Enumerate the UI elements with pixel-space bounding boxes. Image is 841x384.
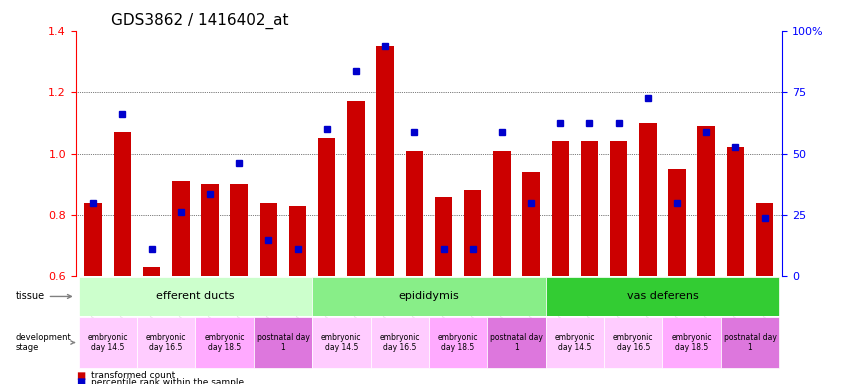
Bar <box>435 197 452 276</box>
Text: efferent ducts: efferent ducts <box>156 291 235 301</box>
Bar <box>464 190 481 276</box>
Bar <box>756 203 774 276</box>
Bar <box>487 318 546 367</box>
Bar <box>114 132 131 276</box>
Text: GDS3862 / 1416402_at: GDS3862 / 1416402_at <box>111 13 288 29</box>
Text: embryonic
day 14.5: embryonic day 14.5 <box>554 333 595 352</box>
Bar <box>230 184 248 276</box>
Text: vas deferens: vas deferens <box>627 291 698 301</box>
Text: epididymis: epididymis <box>399 291 459 301</box>
Bar <box>604 318 663 367</box>
Bar <box>580 141 598 276</box>
Text: ■: ■ <box>76 371 85 381</box>
Bar <box>312 277 546 316</box>
Bar <box>84 203 102 276</box>
Text: embryonic
day 14.5: embryonic day 14.5 <box>321 333 362 352</box>
Bar <box>201 184 219 276</box>
Bar <box>143 267 161 276</box>
Text: embryonic
day 14.5: embryonic day 14.5 <box>87 333 128 352</box>
Bar <box>405 151 423 276</box>
Bar <box>663 318 721 367</box>
Bar <box>377 46 394 276</box>
Bar <box>260 203 278 276</box>
Bar <box>78 318 137 367</box>
Bar <box>610 141 627 276</box>
Text: embryonic
day 16.5: embryonic day 16.5 <box>379 333 420 352</box>
Bar <box>172 181 189 276</box>
Bar <box>727 147 744 276</box>
Bar <box>318 138 336 276</box>
Bar <box>639 123 657 276</box>
Text: embryonic
day 16.5: embryonic day 16.5 <box>613 333 653 352</box>
Text: development
stage: development stage <box>16 333 75 352</box>
Text: tissue: tissue <box>16 291 71 301</box>
Text: embryonic
day 18.5: embryonic day 18.5 <box>438 333 479 352</box>
Bar <box>347 101 365 276</box>
Text: postnatal day
1: postnatal day 1 <box>257 333 309 352</box>
Bar <box>493 151 510 276</box>
Text: embryonic
day 16.5: embryonic day 16.5 <box>146 333 187 352</box>
Bar <box>546 277 780 316</box>
Text: percentile rank within the sample: percentile rank within the sample <box>91 377 244 384</box>
Bar <box>697 126 715 276</box>
Bar <box>546 318 604 367</box>
Bar <box>254 318 312 367</box>
Text: ■: ■ <box>76 377 85 384</box>
Bar <box>429 318 487 367</box>
Bar <box>371 318 429 367</box>
Bar <box>552 141 569 276</box>
Bar <box>195 318 254 367</box>
Bar <box>78 277 312 316</box>
Bar <box>312 318 371 367</box>
Bar <box>522 172 540 276</box>
Bar <box>288 206 306 276</box>
Text: transformed count: transformed count <box>91 371 175 380</box>
Text: embryonic
day 18.5: embryonic day 18.5 <box>671 333 711 352</box>
Bar <box>721 318 780 367</box>
Text: embryonic
day 18.5: embryonic day 18.5 <box>204 333 245 352</box>
Text: postnatal day
1: postnatal day 1 <box>723 333 776 352</box>
Bar <box>669 169 685 276</box>
Text: postnatal day
1: postnatal day 1 <box>490 333 543 352</box>
Bar <box>137 318 195 367</box>
